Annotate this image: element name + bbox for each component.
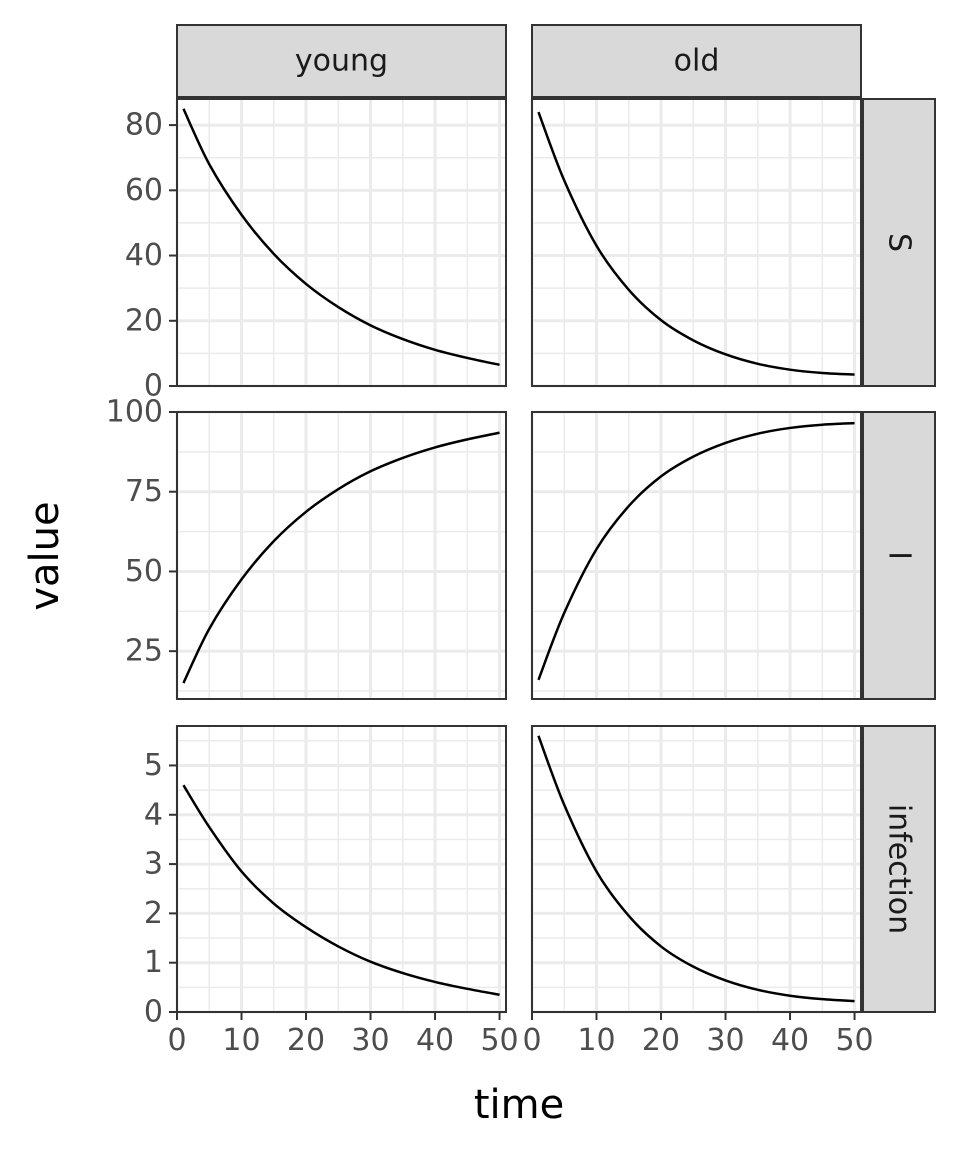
panel-border-s-old [531, 98, 862, 387]
panel-border-infection-young [176, 725, 507, 1013]
x-tick-label-old: 20 [642, 1023, 680, 1058]
y-tick-label-infection: 1 [144, 945, 163, 980]
y-tick-label-i: 50 [125, 554, 163, 589]
x-tick-label-young: 40 [416, 1023, 454, 1058]
panel-border-i-young [176, 411, 507, 700]
y-tick-label-s: 0 [144, 369, 163, 404]
strip-label-infection: infection [882, 804, 917, 934]
x-tick-label-young: 50 [480, 1023, 518, 1058]
series-line-i-young [182, 431, 500, 684]
series-line-infection-old [537, 735, 855, 1003]
grid-layer [175, 99, 861, 1014]
series-line-i-old [537, 421, 855, 681]
y-tick-label-infection: 2 [144, 896, 163, 931]
strip-label-i: I [882, 551, 917, 560]
x-tick-label-young: 20 [287, 1023, 325, 1058]
strip-label-young: young [295, 44, 388, 79]
y-tick-label-i: 25 [125, 634, 163, 669]
series-line-s-young [182, 108, 500, 367]
frame-layer [176, 98, 862, 1013]
y-axis-title: value [22, 501, 68, 610]
x-tick-label-old: 30 [706, 1023, 744, 1058]
y-tick-label-i: 100 [106, 395, 163, 430]
x-tick-label-old: 50 [835, 1023, 873, 1058]
x-tick-label-old: 40 [771, 1023, 809, 1058]
y-tick-label-s: 40 [125, 238, 163, 273]
y-tick-label-s: 60 [125, 173, 163, 208]
x-axis-title: time [474, 1082, 564, 1128]
y-tick-label-i: 75 [125, 474, 163, 509]
y-tick-label-s: 20 [125, 303, 163, 338]
panel-border-i-old [531, 411, 862, 700]
series-line-infection-young [182, 784, 500, 996]
strip-right-s [862, 98, 936, 387]
x-tick-label-old: 10 [577, 1023, 615, 1058]
strip-top-young [176, 24, 507, 98]
y-tick-label-s: 80 [125, 108, 163, 143]
y-tick-label-infection: 5 [144, 748, 163, 783]
series-layer [182, 108, 855, 1003]
x-tick-label-young: 30 [351, 1023, 389, 1058]
series-line-s-old [537, 111, 855, 376]
strip-label-s: S [882, 233, 917, 252]
x-tick-label-young: 0 [167, 1023, 186, 1058]
strip-top-old [531, 24, 862, 98]
y-tick-label-infection: 4 [144, 797, 163, 832]
strip-right-infection [862, 725, 936, 1013]
strip-right-i [862, 411, 936, 700]
panel-border-infection-old [531, 725, 862, 1013]
panel-border-s-young [176, 98, 507, 387]
strip-label-old: old [674, 44, 720, 79]
y-tick-label-infection: 0 [144, 995, 163, 1030]
x-tick-label-old: 0 [522, 1023, 541, 1058]
y-tick-label-infection: 3 [144, 847, 163, 882]
x-tick-label-young: 10 [222, 1023, 260, 1058]
